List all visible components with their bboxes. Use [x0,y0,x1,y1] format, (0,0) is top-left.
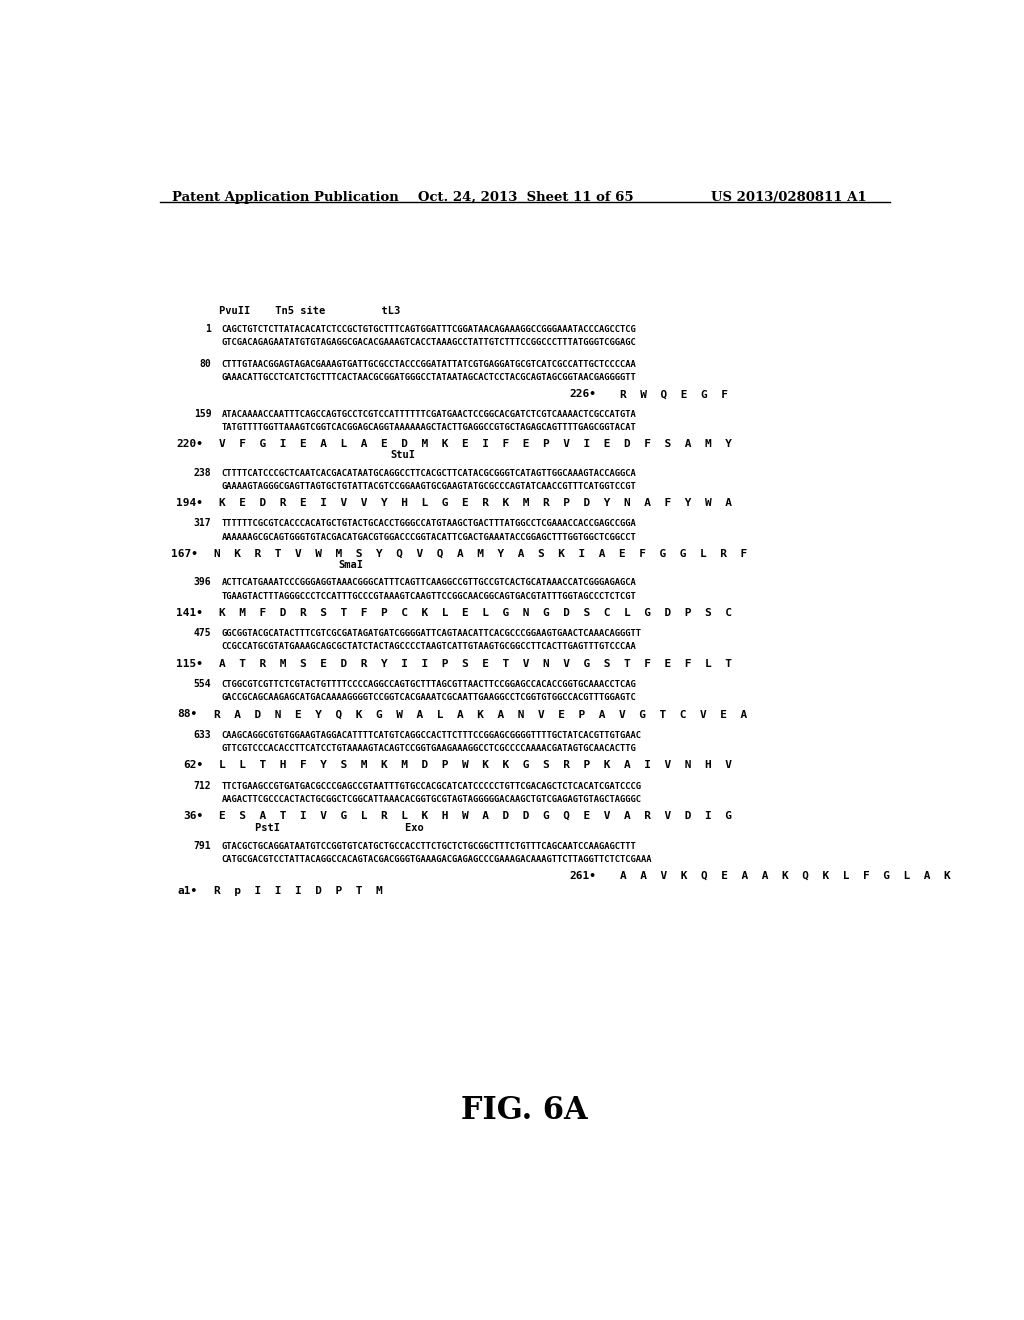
Text: AAGACTTCGCCCACTACTGCGGCTCGGCATTAAACACGGTGCGTAGTAGGGGGACAAGCTGTCGAGAGTGTAGCTAGGGC: AAGACTTCGCCCACTACTGCGGCTCGGCATTAAACACGGT… [221,795,642,804]
Text: GACCGCAGCAAGAGCATGACAAAAGGGGTCCGGTCACGAAATCGCAATTGAAGGCCTCGGTGTGGCCACGTTTGGAGTC: GACCGCAGCAAGAGCATGACAAAAGGGGTCCGGTCACGAA… [221,693,636,702]
Text: 396: 396 [194,577,211,587]
Text: 712: 712 [194,780,211,791]
Text: L  L  T  H  F  Y  S  M  K  M  D  P  W  K  K  G  S  R  P  K  A  I  V  N  H  V: L L T H F Y S M K M D P W K K G S R P K … [219,760,732,771]
Text: PstI                    Exo: PstI Exo [255,824,424,833]
Text: A  A  V  K  Q  E  A  A  K  Q  K  L  F  G  L  A  K: A A V K Q E A A K Q K L F G L A K [620,871,950,880]
Text: Patent Application Publication: Patent Application Publication [172,191,398,203]
Text: 88•: 88• [177,709,198,719]
Text: 62•: 62• [183,760,204,771]
Text: R  p  I  I  I  D  P  T  M: R p I I I D P T M [214,886,382,896]
Text: R  A  D  N  E  Y  Q  K  G  W  A  L  A  K  A  N  V  E  P  A  V  G  T  C  V  E  A: R A D N E Y Q K G W A L A K A N V E P A … [214,709,746,719]
Text: TTCTGAAGCCGTGATGACGCCCGAGCCGTAATTTGTGCCACGCATCATCCCCCTGTTCGACAGCTCTCACATCGATCCCG: TTCTGAAGCCGTGATGACGCCCGAGCCGTAATTTGTGCCA… [221,781,642,791]
Text: 226•: 226• [569,389,596,399]
Text: 194•: 194• [176,498,204,508]
Text: TTTTTTCGCGTCACCCACATGCTGTACTGCACCTGGGCCATGTAAGCTGACTTTATGGCCTCGAAACCACCGAGCCGGA: TTTTTTCGCGTCACCCACATGCTGTACTGCACCTGGGCCA… [221,519,636,528]
Text: GAAAAGTAGGGCGAGTTAGTGCTGTATTACGTCCGGAAGTGCGAAGTATGCGCCCAGTATCAACCGTTTCATGGTCCGT: GAAAAGTAGGGCGAGTTAGTGCTGTATTACGTCCGGAAGT… [221,482,636,491]
Text: 159: 159 [194,409,211,418]
Text: CTTTTCATCCCGCTCAATCACGACATAATGCAGGCCTTCACGCTTCATACGCGGGTCATAGTTGGCAAAGTACCAGGCA: CTTTTCATCCCGCTCAATCACGACATAATGCAGGCCTTCA… [221,469,636,478]
Text: CAGCTGTCTCTTATACACATCTCCGCTGTGCTTTCAGTGGATTTCGGATAACAGAAAGGCCGGGAAATACCCAGCCTCG: CAGCTGTCTCTTATACACATCTCCGCTGTGCTTTCAGTGG… [221,325,636,334]
Text: GTCGACAGAGAATATGTGTAGAGGCGACACGAAAGTCACCTAAAGCCTATTGTCTTTCCGGCCCTTTATGGGTCGGAGC: GTCGACAGAGAATATGTGTAGAGGCGACACGAAAGTCACC… [221,338,636,347]
Text: 167•: 167• [171,549,198,558]
Text: R  W  Q  E  G  F: R W Q E G F [620,389,728,399]
Text: GAAACATTGCCTCATCTGCTTTCACTAACGCGGATGGGCCTATAATAGCACTCCTACGCAGTAGCGGTAACGAGGGGTT: GAAACATTGCCTCATCTGCTTTCACTAACGCGGATGGGCC… [221,374,636,381]
Text: 261•: 261• [569,871,596,880]
Text: A  T  R  M  S  E  D  R  Y  I  I  P  S  E  T  V  N  V  G  S  T  F  E  F  L  T: A T R M S E D R Y I I P S E T V N V G S … [219,659,732,669]
Text: N  K  R  T  V  W  M  S  Y  Q  V  Q  A  M  Y  A  S  K  I  A  E  F  G  G  L  R  F: N K R T V W M S Y Q V Q A M Y A S K I A … [214,549,746,558]
Text: ACTTCATGAAATCCCGGGAGGTAAACGGGCATTTCAGTTCAAGGCCGTTGCCGTCACTGCATAAACCATCGGGAGAGCA: ACTTCATGAAATCCCGGGAGGTAAACGGGCATTTCAGTTC… [221,578,636,587]
Text: StuI: StuI [390,450,415,461]
Text: CATGCGACGTCCTATTACAGGCCACAGTACGACGGGTGAAAGACGAGAGCCCGAAAGACAAAGTTCTTAGGTTCTCTCGA: CATGCGACGTCCTATTACAGGCCACAGTACGACGGGTGAA… [221,855,652,863]
Text: FIG. 6A: FIG. 6A [462,1096,588,1126]
Text: 633: 633 [194,730,211,739]
Text: TATGTTTTGGTTAAAGTCGGTCACGGAGCAGGTAAAAAAGCTACTTGAGGCCGTGCTAGAGCAGTTTTGAGCGGTACAT: TATGTTTTGGTTAAAGTCGGTCACGGAGCAGGTAAAAAAG… [221,422,636,432]
Text: 220•: 220• [176,440,204,449]
Text: CCGCCATGCGTATGAAAGCAGCGCTATCTACTAGCCCCTAAGTCATTGTAAGTGCGGCCTTCACTTGAGTTTGTCCCAA: CCGCCATGCGTATGAAAGCAGCGCTATCTACTAGCCCCTA… [221,643,636,651]
Text: K  E  D  R  E  I  V  V  Y  H  L  G  E  R  K  M  R  P  D  Y  N  A  F  Y  W  A: K E D R E I V V Y H L G E R K M R P D Y … [219,498,732,508]
Text: V  F  G  I  E  A  L  A  E  D  M  K  E  I  F  E  P  V  I  E  D  F  S  A  M  Y: V F G I E A L A E D M K E I F E P V I E … [219,440,732,449]
Text: ATACAAAACCAATTTCAGCCAGTGCCTCGTCCATTTTTTCGATGAACTCCGGCACGATCTCGTCAAAACTCGCCATGTA: ATACAAAACCAATTTCAGCCAGTGCCTCGTCCATTTTTTC… [221,409,636,418]
Text: 80: 80 [200,359,211,368]
Text: Oct. 24, 2013  Sheet 11 of 65: Oct. 24, 2013 Sheet 11 of 65 [418,191,633,203]
Text: GTTCGTCCCACACCTTCATCCTGTAAAAGTACAGTCCGGTGAAGAAAGGCCTCGCCCCAAAACGATAGTGCAACACTTG: GTTCGTCCCACACCTTCATCCTGTAAAAGTACAGTCCGGT… [221,744,636,752]
Text: 554: 554 [194,678,211,689]
Text: 791: 791 [194,841,211,850]
Text: 238: 238 [194,467,211,478]
Text: TGAAGTACTTTAGGGCCCTCCATTTGCCCGTAAAGTCAAGTTCCGGCAACGGCAGTGACGTATTTGGTAGCCCTCTCGT: TGAAGTACTTTAGGGCCCTCCATTTGCCCGTAAAGTCAAG… [221,591,636,601]
Text: AAAAAAGCGCAGTGGGTGTACGACATGACGTGGACCCGGTACATTCGACTGAAATACCGGAGCTTTGGTGGCTCGGCCT: AAAAAAGCGCAGTGGGTGTACGACATGACGTGGACCCGGT… [221,532,636,541]
Text: a1•: a1• [177,886,198,896]
Text: 475: 475 [194,628,211,638]
Text: GTACGCTGCAGGATAATGTCCGGTGTCATGCTGCCACCTTCTGCTCTGCGGCTTTCTGTTTCAGCAATCCAAGAGCTTT: GTACGCTGCAGGATAATGTCCGGTGTCATGCTGCCACCTT… [221,842,636,850]
Text: CAAGCAGGCGTGTGGAAGTAGGACATTTTCATGTCAGGCCACTTCTTTCCGGAGCGGGGTTTTGCTATCACGTTGTGAAC: CAAGCAGGCGTGTGGAAGTAGGACATTTTCATGTCAGGCC… [221,731,642,739]
Text: E  S  A  T  I  V  G  L  R  L  K  H  W  A  D  D  G  Q  E  V  A  R  V  D  I  G: E S A T I V G L R L K H W A D D G Q E V … [219,810,732,821]
Text: 1: 1 [206,325,211,334]
Text: PvuII    Tn5 site         tL3: PvuII Tn5 site tL3 [219,306,400,315]
Text: CTTTGTAACGGAGTAGACGAAAGTGATTGCGCCTACCCGGATATTATCGTGAGGATGCGTCATCGCCATTGCTCCCCAA: CTTTGTAACGGAGTAGACGAAAGTGATTGCGCCTACCCGG… [221,360,636,368]
Text: 36•: 36• [183,810,204,821]
Text: GGCGGTACGCATACTTTCGTCGCGATAGATGATCGGGGATTCAGTAACATTCACGCCCGGAAGTGAACTCAAACAGGGTT: GGCGGTACGCATACTTTCGTCGCGATAGATGATCGGGGAT… [221,630,642,638]
Text: 317: 317 [194,519,211,528]
Text: US 2013/0280811 A1: US 2013/0280811 A1 [712,191,867,203]
Text: SmaI: SmaI [338,560,364,570]
Text: CTGGCGTCGTTCTCGTACTGTTTTCCCCAGGCCAGTGCTTTAGCGTTAACTTCCGGAGCCACACCGGTGCAAACCTCAG: CTGGCGTCGTTCTCGTACTGTTTTCCCCAGGCCAGTGCTT… [221,680,636,689]
Text: K  M  F  D  R  S  T  F  P  C  K  L  E  L  G  N  G  D  S  C  L  G  D  P  S  C: K M F D R S T F P C K L E L G N G D S C … [219,607,732,618]
Text: 141•: 141• [176,607,204,618]
Text: 115•: 115• [176,659,204,669]
